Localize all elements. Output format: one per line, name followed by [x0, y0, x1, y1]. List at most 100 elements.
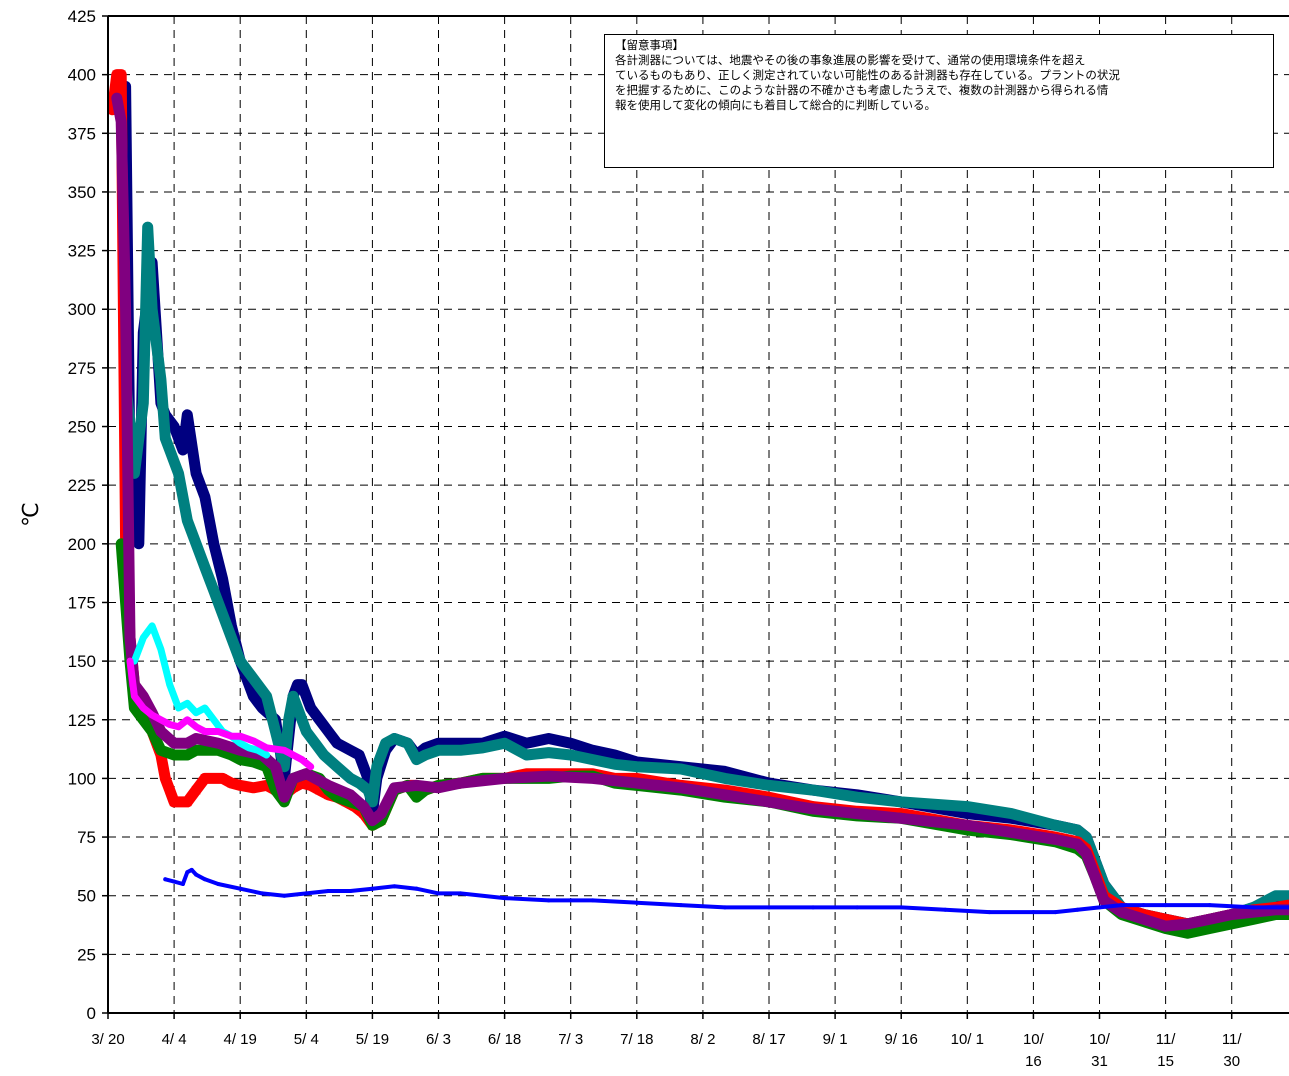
series-2-point [522, 750, 531, 760]
series-2-point [632, 762, 642, 771]
series-4-point [202, 748, 207, 753]
series-3-point [209, 774, 219, 783]
series-8-point [194, 872, 199, 877]
series-8-point [414, 886, 419, 891]
series-6-point [141, 635, 146, 640]
series-8-point [1075, 907, 1080, 912]
series-8-point [899, 905, 904, 910]
series-5-point [273, 764, 278, 769]
series-6-point [158, 647, 163, 652]
y-tick-label: 25 [77, 945, 96, 964]
y-tick-label: 375 [68, 124, 96, 143]
series-5-point [767, 799, 772, 804]
series-2-point [456, 746, 465, 755]
x-tick-label: 6/ 3 [426, 1031, 451, 1048]
series-8-point [392, 884, 397, 889]
caution-note-line-1: 各計測器については、地震やその後の事象進展の影響を受けて、通常の使用環境条件を超… [615, 53, 1086, 67]
series-1-point [218, 574, 227, 584]
series-line-6 [130, 622, 271, 759]
series-1-point [332, 738, 342, 748]
series-5-point [1119, 910, 1124, 915]
series-8-point [855, 905, 860, 910]
series-8-point [502, 896, 507, 901]
series-2-point [319, 750, 329, 760]
series-5-point [1101, 898, 1106, 903]
series-1-point [522, 738, 531, 748]
x-tick-label: 8/ 2 [690, 1031, 715, 1048]
series-7-point [251, 738, 256, 743]
series-2-point [610, 760, 620, 769]
series-5-point [326, 783, 331, 788]
series-7-point [216, 729, 221, 734]
x-tick-label: 30 [1223, 1053, 1240, 1070]
series-5-point [185, 741, 190, 746]
y-tick-label: 350 [68, 183, 96, 202]
series-8-point [238, 886, 243, 891]
series-5-point [1229, 912, 1234, 917]
series-5-point [436, 785, 441, 790]
series-1-point [249, 692, 258, 701]
series-3-point [191, 785, 201, 795]
series-5-point [1075, 842, 1080, 847]
series-2-point [588, 755, 597, 764]
series-3-point [183, 797, 192, 807]
series-5-point [1163, 924, 1168, 929]
series-1-point [610, 750, 620, 760]
series-2-point [200, 563, 210, 572]
series-3-point [218, 774, 227, 783]
series-1-point [293, 680, 302, 689]
series-6-point [150, 623, 155, 628]
series-7-point [282, 748, 287, 753]
series-2-point [302, 727, 311, 736]
series-8-point [458, 891, 463, 896]
series-8-point [590, 898, 595, 903]
y-tick-label: 200 [68, 535, 96, 554]
series-3-point [249, 783, 258, 793]
series-8-point [722, 905, 727, 910]
series-2-point [1271, 891, 1281, 900]
series-8-point [163, 877, 168, 882]
series-1-point [346, 746, 355, 755]
series-5-point [1141, 917, 1146, 922]
series-6-point [264, 752, 269, 757]
series-1-point [183, 410, 192, 420]
series-5-point [361, 804, 366, 809]
series-5-point [194, 736, 199, 741]
y-tick-label: 100 [68, 769, 96, 788]
series-4-point [1207, 926, 1212, 931]
series-3-point [200, 774, 210, 783]
series-2-point [963, 802, 972, 811]
series-6-point [185, 701, 190, 706]
series-2-point [381, 738, 390, 748]
series-1-point [169, 422, 179, 431]
series-1-point [544, 734, 553, 743]
series-5-point [119, 119, 124, 124]
y-axis-label: ℃ [19, 502, 44, 527]
series-8-point [546, 898, 551, 903]
y-tick-label: 150 [68, 652, 96, 671]
series-7-point [150, 713, 155, 718]
series-8-point [1031, 910, 1036, 915]
series-8-point [282, 893, 287, 898]
series-3-point [235, 781, 245, 790]
series-6-point [194, 710, 199, 715]
x-tick-label: 31 [1091, 1053, 1108, 1070]
series-2-point [156, 375, 166, 384]
series-7-point [229, 734, 234, 739]
series-8-point [943, 907, 948, 912]
series-5-point [811, 806, 816, 811]
series-8-point [1119, 903, 1124, 908]
series-5-point [458, 781, 463, 786]
y-tick-label: 400 [68, 66, 96, 85]
series-2-point [852, 792, 862, 802]
series-5-point [1009, 830, 1014, 835]
x-tick-label: 9/ 1 [823, 1031, 848, 1048]
series-8-point [767, 905, 772, 910]
series-2-point [368, 797, 377, 807]
series-4-point [150, 729, 155, 734]
series-4-point [1251, 917, 1256, 922]
series-6-point [238, 741, 243, 746]
series-4-point [414, 795, 419, 800]
series-1-point [588, 746, 597, 755]
series-2-point [209, 586, 219, 595]
